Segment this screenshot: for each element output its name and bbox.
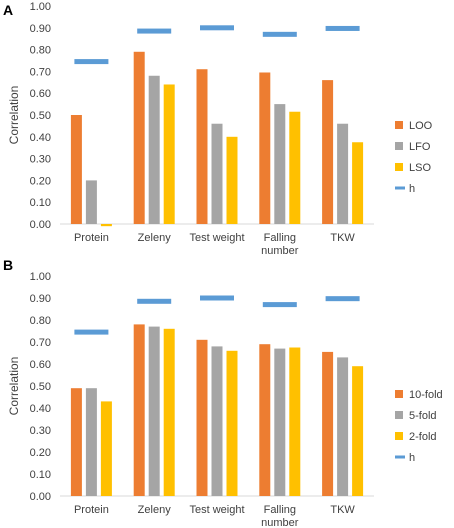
h-marker <box>200 295 234 301</box>
x-category-label: Test weight <box>189 232 244 244</box>
bar-lso <box>163 84 175 224</box>
bar-5-fold <box>148 326 160 496</box>
h-marker <box>325 296 360 302</box>
h-marker <box>137 298 172 304</box>
y-tick-label: 0.30 <box>30 154 51 166</box>
y-tick-label: 0.10 <box>30 197 51 209</box>
legend-swatch <box>395 411 403 419</box>
y-tick-label: 0.90 <box>30 293 51 305</box>
y-tick-label: 0.60 <box>30 88 51 100</box>
panel-label: A <box>3 2 13 18</box>
h-marker <box>200 25 234 31</box>
bar-lso <box>352 142 364 224</box>
h-marker <box>325 25 360 31</box>
legend-swatch <box>395 432 403 440</box>
legend-swatch <box>395 455 405 459</box>
bar-2-fold <box>163 328 175 496</box>
y-tick-label: 0.00 <box>30 219 51 231</box>
y-tick-label: 0.40 <box>30 132 51 144</box>
bar-5-fold <box>211 346 223 496</box>
bar-lfo <box>85 180 97 224</box>
y-tick-label: 0.40 <box>30 403 51 415</box>
bar-10-fold <box>259 344 271 496</box>
bar-lfo <box>148 75 160 224</box>
bar-5-fold <box>274 348 286 496</box>
x-category-label: TKW <box>330 232 355 244</box>
y-tick-label: 0.70 <box>30 337 51 349</box>
bar-lso <box>100 224 112 227</box>
bar-lso <box>226 136 238 224</box>
bar-2-fold <box>100 401 112 496</box>
x-category-label: Falling number <box>261 232 299 257</box>
x-category-label: Test weight <box>189 504 244 516</box>
x-category-label: Protein <box>74 504 109 516</box>
y-tick-label: 1.00 <box>30 1 51 13</box>
bar-loo <box>133 51 145 224</box>
legend-swatch <box>395 390 403 398</box>
y-tick-label: 0.10 <box>30 469 51 481</box>
x-category-label: Zeleny <box>138 504 172 516</box>
h-marker <box>74 59 109 65</box>
y-tick-label: 0.80 <box>30 315 51 327</box>
bar-5-fold <box>85 388 97 496</box>
bar-5-fold <box>337 357 349 496</box>
h-marker <box>262 302 297 308</box>
y-tick-label: 0.60 <box>30 359 51 371</box>
bar-2-fold <box>226 350 238 496</box>
y-tick-label: 0.30 <box>30 425 51 437</box>
y-tick-label: 0.70 <box>30 66 51 78</box>
bar-10-fold <box>133 324 145 496</box>
y-tick-label: 0.00 <box>30 491 51 503</box>
x-category-label: Zeleny <box>138 232 172 244</box>
legend-swatch <box>395 163 403 171</box>
x-category-label: Falling number <box>261 504 299 528</box>
bar-loo <box>259 72 271 225</box>
legend-swatch <box>395 121 403 129</box>
bar-lfo <box>211 123 223 224</box>
y-tick-label: 1.00 <box>30 271 51 283</box>
legend-label: 2-fold <box>409 431 437 443</box>
legend-label: h <box>409 183 415 195</box>
bar-10-fold <box>70 388 82 496</box>
legend-label: 10-fold <box>409 389 443 401</box>
legend-label: LOO <box>409 120 433 132</box>
h-marker <box>262 31 297 37</box>
h-marker <box>74 329 109 335</box>
bar-lfo <box>337 123 349 224</box>
y-tick-label: 0.20 <box>30 175 51 187</box>
legend-label: LSO <box>409 162 431 174</box>
x-category-label: TKW <box>330 504 355 516</box>
legend-label: h <box>409 452 415 464</box>
y-tick-label: 0.90 <box>30 23 51 35</box>
bar-loo <box>196 69 208 224</box>
panel-label: B <box>3 257 13 273</box>
legend-swatch <box>395 142 403 150</box>
legend-label: 5-fold <box>409 410 437 422</box>
y-tick-label: 0.20 <box>30 447 51 459</box>
bar-loo <box>70 115 82 224</box>
bar-loo <box>322 80 334 225</box>
h-marker <box>137 28 172 34</box>
bar-lfo <box>274 104 286 224</box>
y-axis-label: Correlation <box>7 86 21 145</box>
y-tick-label: 0.80 <box>30 45 51 57</box>
bar-10-fold <box>196 339 208 496</box>
y-tick-label: 0.50 <box>30 110 51 122</box>
y-axis-label: Correlation <box>7 357 21 416</box>
x-category-label: Protein <box>74 232 109 244</box>
legend-label: LFO <box>409 141 431 153</box>
legend-swatch <box>395 186 405 190</box>
bar-10-fold <box>322 351 334 496</box>
bar-2-fold <box>289 347 301 496</box>
bar-2-fold <box>352 366 364 496</box>
y-tick-label: 0.50 <box>30 381 51 393</box>
bar-lso <box>289 111 301 224</box>
